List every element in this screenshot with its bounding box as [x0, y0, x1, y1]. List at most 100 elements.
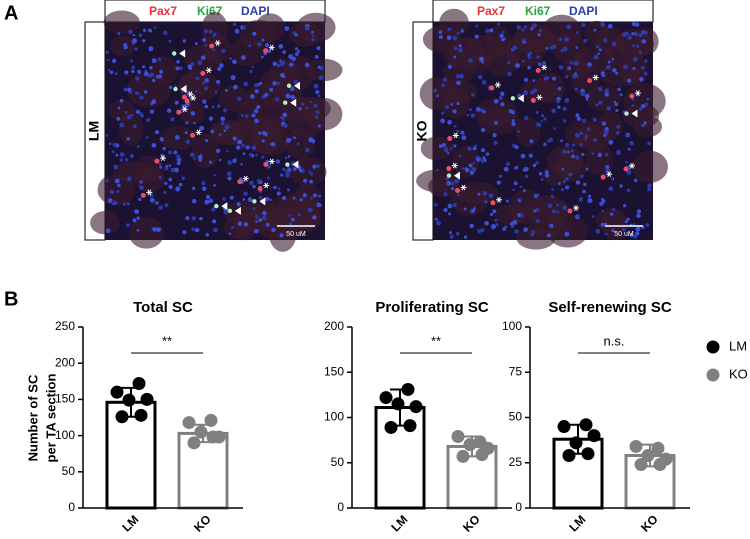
nucleus — [185, 216, 190, 221]
nucleus — [511, 119, 515, 123]
nucleus — [484, 220, 489, 226]
nucleus — [571, 154, 575, 159]
nucleus — [199, 216, 203, 221]
data-point — [384, 420, 398, 434]
nucleus — [149, 197, 155, 203]
nucleus — [506, 161, 511, 166]
nucleus — [164, 181, 168, 185]
nucleus — [158, 162, 162, 166]
nucleus — [148, 74, 152, 78]
nucleus — [530, 232, 534, 237]
nucleus — [285, 93, 291, 99]
nucleus — [617, 87, 621, 92]
nucleus — [119, 98, 124, 103]
panel-label: A — [4, 2, 18, 24]
nucleus — [441, 143, 446, 148]
nucleus — [615, 71, 619, 75]
nucleus — [276, 63, 281, 68]
nucleus — [213, 184, 216, 187]
nucleus — [139, 112, 143, 116]
nucleus — [294, 52, 299, 57]
nucleus — [184, 131, 188, 135]
nucleus — [298, 168, 303, 172]
significance-label: ** — [162, 333, 172, 348]
nucleus — [194, 227, 200, 233]
nucleus — [544, 173, 550, 178]
nucleus — [475, 107, 481, 112]
nucleus — [159, 165, 162, 169]
nucleus — [192, 198, 197, 204]
nucleus — [598, 48, 602, 52]
nucleus — [558, 37, 563, 42]
fiber — [255, 13, 286, 43]
nucleus — [578, 197, 584, 202]
nucleus — [647, 187, 652, 192]
y-tick-label: 100 — [324, 410, 344, 424]
nucleus — [460, 130, 465, 135]
nucleus — [456, 31, 460, 35]
nucleus — [208, 116, 214, 121]
nucleus — [145, 136, 149, 139]
pax7-cell — [184, 98, 190, 104]
nucleus — [251, 113, 256, 118]
nucleus — [532, 163, 537, 168]
nucleus — [562, 149, 567, 154]
nucleus — [173, 150, 178, 155]
significance-label: ** — [431, 333, 441, 348]
nucleus — [456, 101, 460, 106]
nucleus — [605, 153, 609, 157]
nucleus — [242, 25, 247, 30]
pax7-cell — [176, 109, 182, 115]
nucleus — [452, 109, 457, 114]
nucleus — [613, 100, 617, 104]
nucleus — [243, 222, 249, 227]
nucleus — [286, 188, 291, 192]
nucleus — [523, 25, 528, 29]
nucleus — [496, 180, 501, 185]
nucleus — [445, 176, 449, 181]
pax7-cell — [600, 174, 606, 180]
nucleus — [481, 61, 484, 64]
nucleus — [566, 24, 572, 30]
fiber — [571, 64, 600, 97]
nucleus — [232, 136, 237, 141]
nucleus — [168, 164, 172, 167]
nucleus — [595, 103, 599, 107]
nucleus — [202, 37, 207, 42]
fiber — [623, 83, 666, 119]
asterisk — [243, 175, 248, 182]
nucleus — [520, 153, 526, 159]
nucleus — [214, 90, 218, 94]
nucleus — [205, 194, 211, 200]
nucleus — [218, 133, 222, 137]
pax7-cell — [200, 70, 206, 76]
nucleus — [434, 217, 438, 221]
nucleus — [297, 212, 302, 217]
data-point — [204, 413, 218, 427]
nucleus — [458, 48, 463, 53]
nucleus — [544, 170, 549, 174]
nucleus — [627, 35, 632, 40]
nucleus — [296, 142, 300, 146]
data-point — [379, 391, 393, 405]
nucleus — [543, 117, 547, 121]
nucleus — [280, 116, 283, 119]
nucleus — [216, 148, 221, 153]
stain-label: Pax7 — [477, 4, 505, 18]
fiber — [465, 50, 491, 75]
nucleus — [294, 33, 298, 37]
nucleus — [258, 195, 263, 200]
nucleus — [603, 133, 607, 137]
nucleus — [281, 195, 287, 201]
nucleus — [441, 111, 445, 115]
nucleus — [137, 69, 142, 74]
nucleus — [511, 121, 516, 127]
nucleus — [458, 44, 462, 48]
nucleus — [583, 182, 587, 187]
nucleus — [460, 29, 464, 33]
nucleus — [223, 108, 228, 113]
arrowhead — [517, 94, 524, 103]
data-point — [194, 425, 208, 439]
nucleus — [447, 203, 453, 209]
nucleus — [138, 33, 143, 38]
